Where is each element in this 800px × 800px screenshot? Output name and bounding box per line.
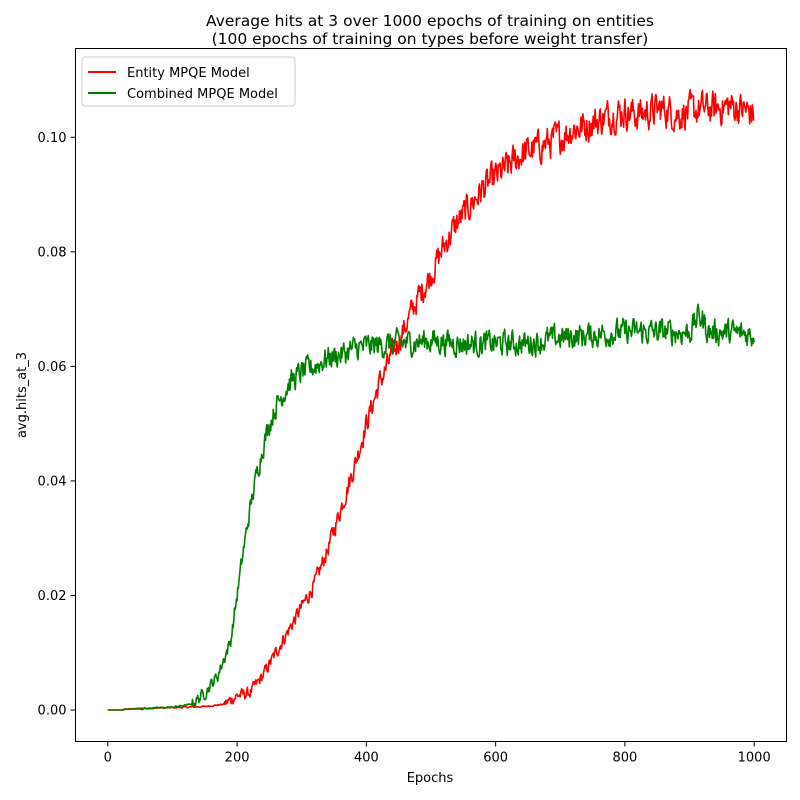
- x-tick-label: 400: [354, 751, 379, 766]
- chart-title: Average hits at 3 over 1000 epochs of tr…: [206, 12, 654, 30]
- series-line-combined-mpqe: [107, 303, 755, 711]
- legend-box: [81, 56, 296, 107]
- legend-label-combined: Combined MPQE Model: [127, 87, 278, 102]
- legend: Entity MPQE Model Combined MPQE Model: [81, 56, 296, 107]
- plot-area: [75, 48, 787, 742]
- chart-subtitle: (100 epochs of training on types before …: [212, 30, 649, 48]
- y-tick-label: 0.06: [38, 360, 67, 375]
- x-axis: 0 200 400 600 800 1000: [104, 741, 771, 766]
- y-tick-label: 0.04: [38, 474, 67, 489]
- y-axis: 0.00 0.02 0.04 0.06 0.08 0.10: [38, 131, 76, 719]
- x-tick-label: 200: [225, 751, 250, 766]
- y-axis-label: avg.hits_at_3: [15, 352, 30, 438]
- series-layer: [107, 88, 755, 711]
- x-tick-label: 0: [104, 751, 112, 766]
- y-tick-label: 0.02: [38, 589, 67, 604]
- series-line-entity-mpqe: [107, 88, 755, 711]
- x-tick-label: 1000: [738, 751, 771, 766]
- x-tick-label: 800: [612, 751, 637, 766]
- y-tick-label: 0.10: [38, 131, 67, 146]
- y-tick-label: 0.00: [38, 704, 67, 719]
- axes-frame: [75, 48, 787, 742]
- x-tick-label: 600: [483, 751, 508, 766]
- legend-label-entity: Entity MPQE Model: [127, 66, 250, 81]
- y-tick-label: 0.08: [38, 245, 67, 260]
- x-axis-label: Epochs: [407, 771, 454, 786]
